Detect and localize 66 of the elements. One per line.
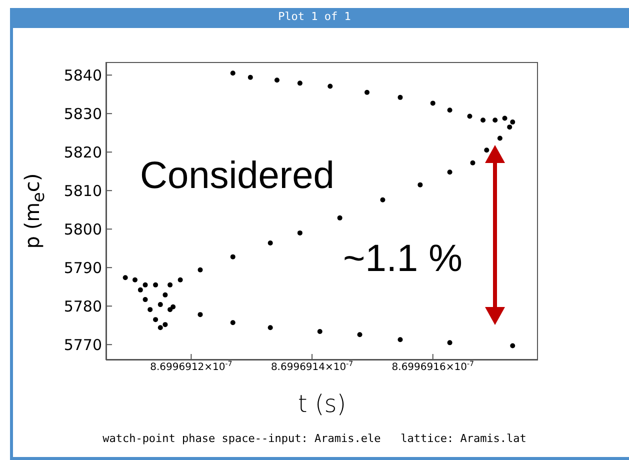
y-tick-label: 5770 (64, 336, 102, 354)
point (230, 254, 236, 260)
point (328, 84, 333, 89)
point (364, 90, 370, 95)
point (398, 94, 403, 100)
x-axis-title: t (s) (296, 390, 348, 418)
text: watch-point phase space--input: Aramis.ele lattice: Aramis.lat (102, 432, 528, 445)
point (510, 120, 516, 125)
point (357, 332, 362, 338)
y-tick-label: 5820 (64, 143, 102, 162)
point (230, 320, 236, 326)
point (337, 215, 342, 220)
text: Plot 1 of 1 (277, 10, 352, 23)
point (507, 124, 512, 130)
point (502, 116, 508, 121)
point (398, 337, 403, 342)
y-tick-label: 5830 (64, 104, 102, 123)
point (122, 275, 128, 280)
point (158, 325, 163, 330)
point (230, 70, 236, 76)
point (248, 74, 253, 80)
point (418, 182, 423, 188)
point (447, 170, 452, 175)
point (297, 80, 302, 86)
annotation: Considered (140, 155, 334, 198)
point (168, 307, 173, 312)
point (153, 282, 158, 288)
point (510, 343, 516, 348)
x-tick-label: 8.6996914×10$^{-7}$ (270, 360, 354, 373)
point (142, 282, 148, 288)
x-tick-label: 8.6996912×10$^{-7}$ (150, 360, 232, 373)
point (168, 282, 173, 288)
point (198, 267, 203, 272)
point (138, 287, 143, 292)
point (484, 148, 490, 153)
point (430, 100, 436, 106)
point (268, 240, 273, 246)
point (153, 317, 158, 322)
point (162, 292, 168, 298)
point (297, 230, 302, 236)
y-tick-label: 5840 (64, 66, 102, 84)
point (492, 118, 498, 123)
y-tick-label: 5790 (64, 258, 102, 277)
point (142, 297, 148, 302)
annotation: ~1.1 % (343, 238, 462, 281)
point (470, 160, 476, 166)
point (162, 322, 168, 328)
y-tick-label: 5800 (64, 220, 102, 238)
point (480, 118, 486, 123)
point (178, 277, 183, 282)
y-tick-label: 5780 (64, 297, 102, 316)
x-tick-label: 8.6996916×10$^{-7}$ (392, 360, 474, 373)
point (198, 312, 203, 318)
point (170, 304, 176, 310)
point (380, 197, 386, 202)
point (158, 302, 163, 308)
point (467, 114, 472, 119)
point (132, 277, 138, 282)
point (447, 108, 452, 113)
point (497, 136, 502, 141)
point (268, 325, 273, 330)
point (274, 78, 280, 83)
y-tick-label: 5810 (64, 182, 102, 200)
point (447, 340, 452, 346)
point (148, 307, 153, 312)
point (317, 329, 322, 334)
